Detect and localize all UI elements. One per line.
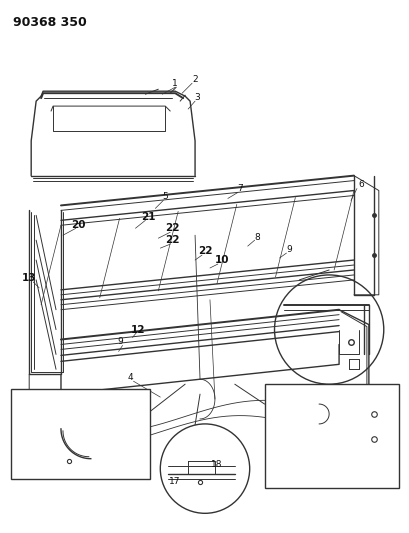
Text: 22: 22 [198,246,212,256]
Text: 4: 4 [128,373,133,382]
Text: 8: 8 [255,233,261,241]
Text: 6: 6 [358,180,364,189]
Text: 13: 13 [22,273,36,283]
Text: 5: 5 [162,192,168,201]
Text: 20: 20 [72,220,86,230]
Text: 22: 22 [165,223,180,233]
Text: 6: 6 [362,397,368,406]
FancyBboxPatch shape [265,384,399,488]
Text: 1: 1 [172,79,178,88]
FancyBboxPatch shape [11,389,151,479]
Text: 90368 350: 90368 350 [13,15,87,29]
Text: 14: 14 [329,424,341,433]
Text: 15: 15 [283,416,294,425]
Text: 16: 16 [292,407,303,416]
Text: 19: 19 [50,462,62,471]
Text: 11: 11 [345,423,357,431]
Text: 17: 17 [169,477,181,486]
Text: 10: 10 [215,255,229,265]
Text: 12: 12 [131,325,146,335]
Text: 2: 2 [192,75,198,84]
Text: 9: 9 [287,245,292,254]
Text: 18: 18 [211,460,222,469]
Text: 7: 7 [237,184,243,193]
Text: 9: 9 [118,337,124,346]
Text: 22: 22 [165,235,180,245]
Text: 3: 3 [194,93,200,102]
Text: 21: 21 [141,212,156,222]
